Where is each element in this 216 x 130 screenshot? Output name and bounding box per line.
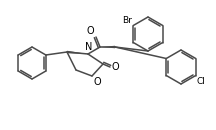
Text: Br: Br [122, 15, 132, 24]
Polygon shape [67, 51, 88, 54]
Text: O: O [86, 26, 94, 36]
Text: N: N [85, 42, 93, 52]
Polygon shape [100, 46, 115, 48]
Text: O: O [93, 77, 101, 87]
Text: O: O [112, 62, 120, 72]
Text: Cl: Cl [197, 76, 206, 86]
